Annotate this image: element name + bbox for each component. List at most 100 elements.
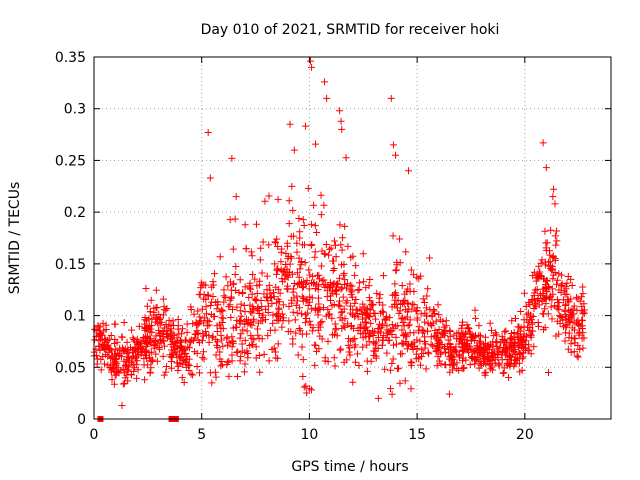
data-point	[422, 365, 430, 373]
data-point	[146, 353, 154, 361]
data-point	[552, 241, 560, 249]
data-point	[328, 331, 336, 339]
data-point	[212, 336, 220, 344]
data-point	[534, 273, 542, 281]
data-point	[365, 329, 373, 337]
data-point	[253, 290, 261, 298]
data-point	[300, 383, 308, 391]
data-point	[387, 94, 395, 102]
data-point	[194, 307, 202, 315]
data-point	[442, 361, 450, 369]
data-point	[486, 319, 494, 327]
data-point	[372, 315, 380, 323]
data-point	[241, 283, 249, 291]
data-point	[446, 360, 454, 368]
data-point	[394, 322, 402, 330]
data-point	[455, 329, 463, 337]
data-point	[381, 365, 389, 373]
data-point	[209, 332, 217, 340]
data-point	[294, 297, 302, 305]
data-point	[374, 394, 382, 402]
data-point	[302, 297, 310, 305]
data-point	[514, 343, 522, 351]
data-point	[501, 344, 509, 352]
data-point	[486, 361, 494, 369]
data-point	[317, 191, 325, 199]
data-point	[392, 151, 400, 159]
data-point	[243, 327, 251, 335]
data-point	[375, 320, 383, 328]
data-point	[332, 253, 340, 261]
data-point	[580, 334, 588, 342]
data-point	[516, 327, 524, 335]
data-point	[322, 241, 330, 249]
data-point	[275, 305, 283, 313]
data-point	[273, 310, 281, 318]
data-point	[121, 374, 129, 382]
data-point	[519, 353, 527, 361]
data-point	[152, 350, 160, 358]
data-point	[282, 272, 290, 280]
data-point	[391, 280, 399, 288]
x-tick-label: 10	[301, 427, 319, 443]
data-point	[428, 311, 436, 319]
data-point	[535, 270, 543, 278]
data-point	[347, 323, 355, 331]
data-point	[121, 379, 129, 387]
data-point	[232, 263, 240, 271]
data-point	[129, 334, 137, 342]
data-point	[392, 267, 400, 275]
data-point	[526, 331, 534, 339]
data-point	[209, 281, 217, 289]
data-point	[318, 318, 326, 326]
data-point	[359, 300, 367, 308]
data-point	[105, 345, 113, 353]
data-point	[110, 380, 118, 388]
data-point	[311, 222, 319, 230]
data-point	[402, 331, 410, 339]
data-point	[380, 272, 388, 280]
data-point	[160, 342, 168, 350]
data-point	[406, 316, 414, 324]
data-point	[271, 238, 279, 246]
data-point	[445, 390, 453, 398]
data-point	[321, 250, 329, 258]
data-point	[548, 315, 556, 323]
data-point	[579, 344, 587, 352]
data-point	[141, 351, 149, 359]
data-point	[294, 351, 302, 359]
data-point	[417, 361, 425, 369]
data-point	[362, 284, 370, 292]
data-point	[194, 321, 202, 329]
data-point	[91, 325, 99, 333]
data-point	[389, 355, 397, 363]
data-point	[295, 215, 303, 223]
data-point	[169, 317, 177, 325]
data-point	[407, 358, 415, 366]
data-point	[378, 341, 386, 349]
data-point	[328, 314, 336, 322]
data-point	[548, 265, 556, 273]
data-point	[405, 341, 413, 349]
data-point	[120, 318, 128, 326]
data-point	[332, 286, 340, 294]
data-point	[253, 325, 261, 333]
data-point	[386, 314, 394, 322]
data-point	[308, 386, 316, 394]
data-point	[296, 234, 304, 242]
data-point	[295, 324, 303, 332]
data-point	[168, 364, 176, 372]
data-point	[574, 353, 582, 361]
data-point	[469, 355, 477, 363]
data-point	[397, 350, 405, 358]
data-point	[162, 320, 170, 328]
data-point	[325, 311, 333, 319]
data-point	[247, 308, 255, 316]
data-point	[297, 258, 305, 266]
data-point	[435, 326, 443, 334]
data-point	[219, 314, 227, 322]
data-point	[519, 340, 527, 348]
data-point	[427, 333, 435, 341]
data-point	[174, 362, 182, 370]
data-point	[258, 269, 266, 277]
